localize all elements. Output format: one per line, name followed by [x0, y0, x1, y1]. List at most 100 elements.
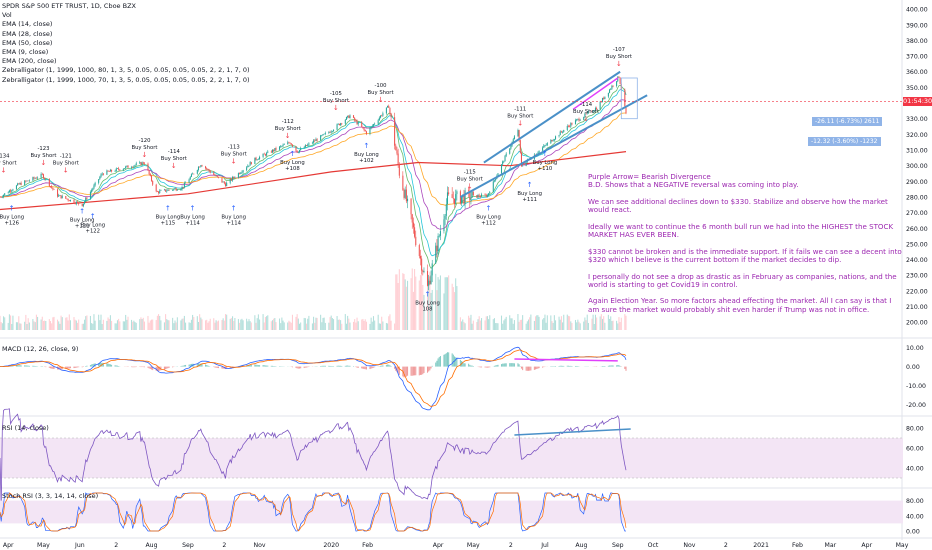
time-tick-label: Feb	[362, 542, 373, 549]
volume-bar	[306, 323, 308, 330]
candle-body	[396, 150, 398, 154]
macd-histogram	[214, 366, 216, 368]
volume-bar	[599, 316, 601, 330]
volume-bar	[175, 322, 177, 330]
legend-item[interactable]: EMA (200, close)	[2, 57, 57, 66]
candle-body	[149, 174, 151, 176]
candle-body	[84, 201, 86, 204]
volume-bar	[7, 322, 9, 330]
candle-body	[452, 198, 454, 199]
legend-item[interactable]: EMA (50, close)	[2, 38, 53, 47]
macd-histogram	[513, 363, 515, 367]
volume-bar	[569, 316, 571, 330]
volume-bar	[418, 280, 420, 330]
volume-bar	[601, 318, 604, 330]
volume-bar	[158, 314, 160, 330]
volume-bar	[188, 322, 190, 330]
volume-bar	[18, 316, 20, 330]
volume-bar	[610, 316, 612, 330]
signal-label: -120	[138, 138, 151, 144]
macd-histogram	[143, 366, 145, 368]
volume-bar	[182, 318, 184, 330]
note-line: We can see additional declines down to $…	[588, 196, 888, 215]
legend-item[interactable]: Zebralligator (1, 1999, 1000, 70, 1, 3, …	[2, 75, 250, 84]
candle-body	[435, 245, 437, 264]
candle-body	[190, 174, 192, 177]
macd-histogram	[271, 365, 274, 367]
candle-body	[323, 133, 325, 135]
volume-bar	[163, 322, 165, 330]
candle-body	[472, 191, 474, 195]
legend-item[interactable]: EMA (28, close)	[2, 29, 53, 38]
volume-bar	[587, 322, 589, 330]
candle-body	[76, 201, 79, 203]
volume-bar	[115, 323, 117, 330]
candle-body	[410, 198, 412, 215]
signal-label: -123	[37, 146, 49, 152]
candle-body	[624, 89, 626, 107]
volume-bar	[481, 318, 483, 330]
volume-bar	[566, 314, 568, 330]
volume-bar	[619, 322, 621, 330]
volume-bar	[407, 280, 409, 330]
volume-bar	[28, 322, 30, 330]
rsi-label[interactable]: RSI (14, close)	[2, 424, 49, 432]
macd-histogram	[558, 366, 560, 367]
volume-bar	[98, 314, 100, 330]
macd-histogram	[365, 366, 367, 370]
candle-body	[345, 117, 347, 120]
candle-body	[297, 152, 299, 153]
signal-label: +112	[481, 221, 496, 227]
candle-body	[445, 204, 447, 216]
legend-item[interactable]: Vol	[2, 11, 12, 20]
macd-histogram	[89, 364, 91, 367]
legend-item[interactable]: EMA (14, close)	[2, 20, 53, 29]
macd-histogram	[304, 366, 306, 368]
macd-histogram	[100, 362, 102, 367]
volume-bar	[423, 294, 425, 330]
volume-bar	[116, 320, 118, 330]
volume-bar	[513, 320, 515, 330]
legend-item[interactable]: Zebralligator (1, 1999, 1000, 80, 1, 3, …	[2, 66, 250, 75]
volume-bar	[341, 323, 343, 330]
stoch-rsi-label[interactable]: Stoch RSI (3, 3, 14, 14, close)	[2, 492, 99, 500]
macd-histogram	[357, 366, 359, 368]
volume-bar	[439, 275, 441, 330]
volume-bar	[512, 323, 514, 330]
macd-histogram	[411, 366, 413, 376]
candle-body	[566, 125, 568, 130]
volume-bar	[471, 323, 473, 330]
signal-label: +114	[226, 221, 241, 227]
volume-bar	[388, 316, 390, 330]
macd-label[interactable]: MACD (12, 26, close, 9)	[2, 345, 79, 353]
candle-body	[132, 167, 134, 168]
volume-bar	[84, 319, 86, 330]
macd-histogram	[503, 363, 505, 367]
volume-bar	[398, 269, 400, 330]
macd-histogram	[537, 366, 539, 369]
volume-bar	[242, 320, 244, 330]
candle-body	[461, 197, 463, 204]
volume-bar	[282, 320, 284, 330]
volume-bar	[126, 319, 128, 330]
candle-body	[217, 176, 219, 178]
candle-body	[102, 173, 104, 175]
volume-bar	[461, 321, 463, 330]
candle-body	[2, 194, 5, 197]
candle-body	[469, 191, 471, 201]
macd-histogram	[201, 364, 203, 367]
volume-bar	[307, 318, 309, 330]
candle-body	[431, 263, 433, 276]
candle-body	[167, 189, 169, 191]
macd-histogram	[363, 366, 365, 370]
macd-histogram	[274, 366, 276, 367]
macd-histogram	[25, 365, 27, 367]
legend-item[interactable]: EMA (9, close)	[2, 48, 49, 57]
candle-body	[398, 163, 400, 176]
volume-bar	[102, 319, 104, 330]
candle-body	[497, 173, 499, 177]
ema200-line	[0, 151, 627, 211]
volume-bar	[492, 319, 494, 330]
candle-body	[364, 130, 366, 132]
